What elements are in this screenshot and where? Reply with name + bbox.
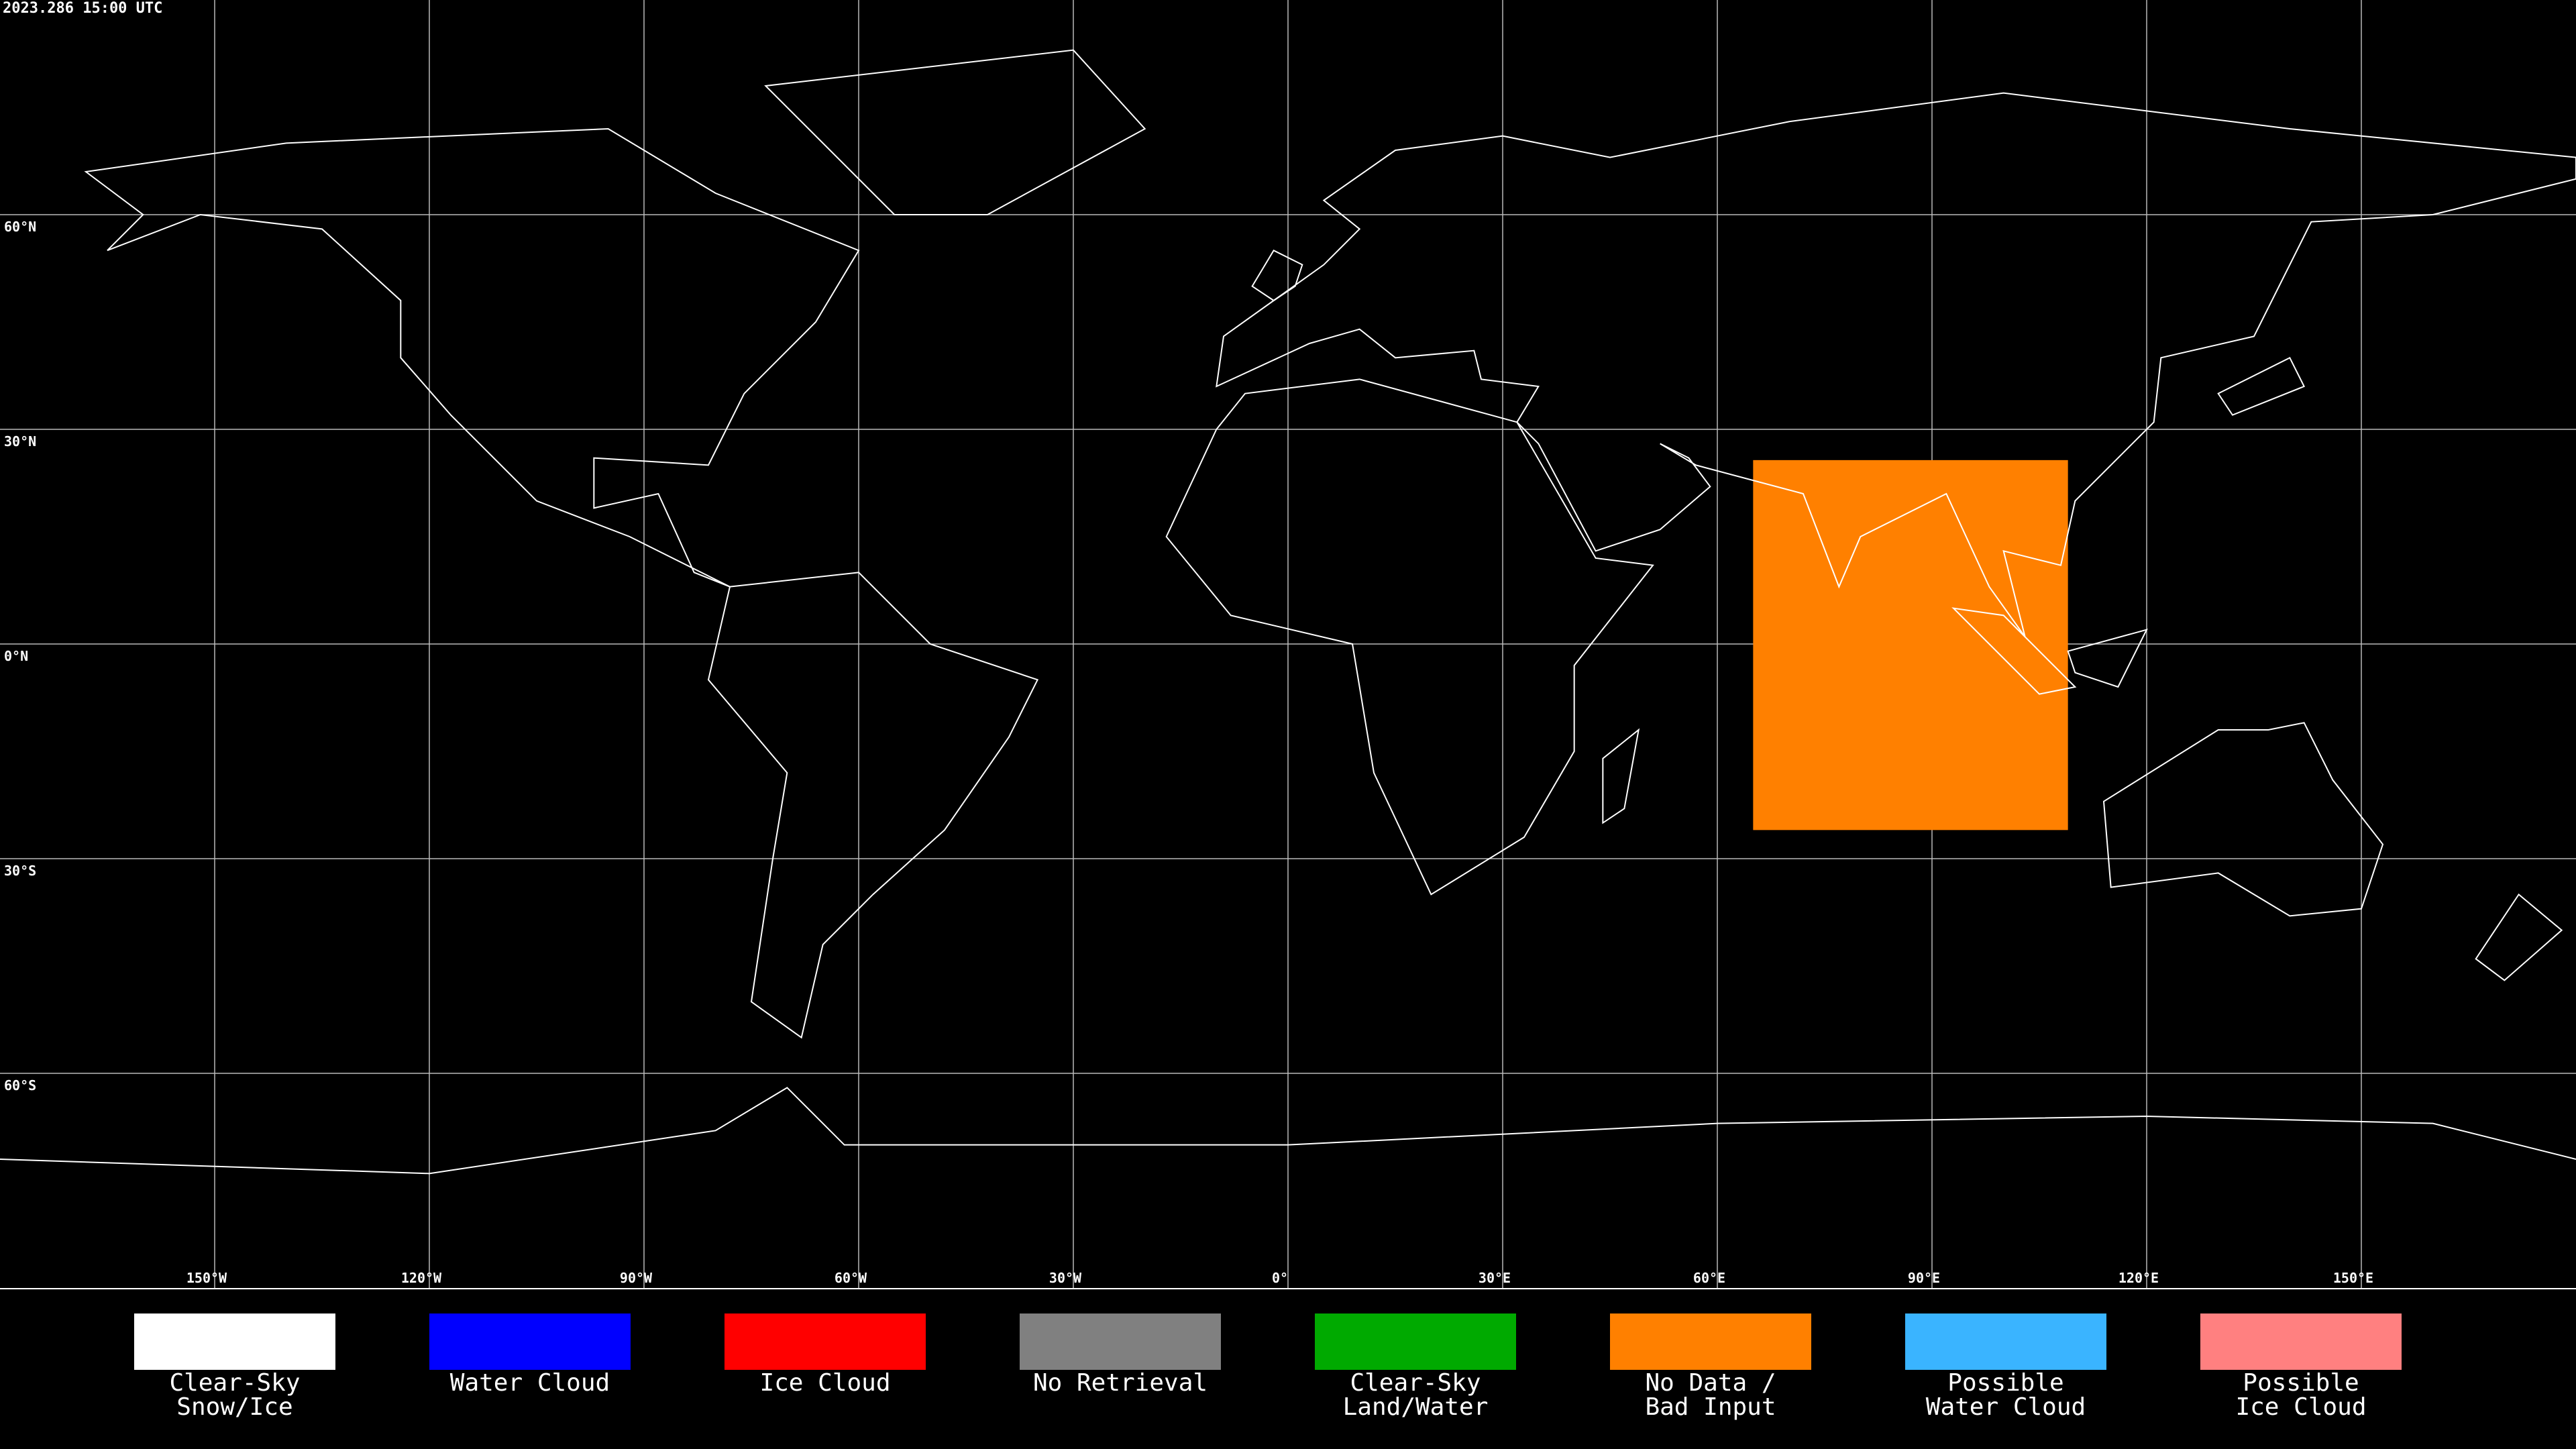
legend-swatch	[1610, 1313, 1811, 1370]
coast	[1167, 379, 1653, 894]
latitude-label: 60°S	[4, 1077, 37, 1093]
coast	[2218, 358, 2304, 415]
legend-label: Clear-Sky Snow/Ice	[87, 1371, 382, 1419]
longitude-label: 150°W	[186, 1270, 227, 1286]
legend-label: Clear-Sky Land/Water	[1268, 1371, 1563, 1419]
longitude-label: 120°E	[2118, 1270, 2159, 1286]
coast	[0, 1087, 2576, 1173]
longitude-label: 60°E	[1693, 1270, 1726, 1286]
separator	[0, 1288, 2576, 1289]
legend-label-line: Ice Cloud	[759, 1369, 891, 1397]
legend-label-line: Possible	[2243, 1369, 2359, 1397]
legend-swatch	[1315, 1313, 1516, 1370]
latitude-label: 30°N	[4, 433, 37, 449]
legend-label: Possible Ice Cloud	[2153, 1371, 2449, 1419]
longitude-label: 30°E	[1478, 1270, 1511, 1286]
longitude-label: 0°	[1271, 1270, 1289, 1286]
legend-label-line: Bad Input	[1645, 1393, 1776, 1421]
coast	[1252, 250, 1303, 301]
coast	[2104, 722, 2383, 916]
legend-swatch	[1020, 1313, 1221, 1370]
longitude-label: 90°W	[619, 1270, 653, 1286]
coast	[86, 129, 859, 587]
legend-label-line: Snow/Ice	[176, 1393, 293, 1421]
coast	[2476, 894, 2562, 980]
legend-label: Water Cloud	[382, 1371, 678, 1395]
legend-swatch	[2200, 1313, 2402, 1370]
timestamp: 2023.286 15:00 UTC	[3, 0, 163, 17]
legend-swatch	[134, 1313, 335, 1370]
legend-label-line: No Retrieval	[1032, 1369, 1208, 1397]
map	[0, 0, 2576, 1288]
longitude-label: 120°W	[400, 1270, 442, 1286]
legend-label: Ice Cloud	[678, 1371, 973, 1395]
latitude-label: 30°S	[4, 863, 37, 879]
coast	[765, 50, 1144, 215]
coast	[1953, 608, 2075, 694]
coast	[1216, 93, 2576, 637]
coast	[708, 572, 1038, 1037]
longitude-label: 90°E	[1907, 1270, 1941, 1286]
legend-label-line: Land/Water	[1342, 1393, 1489, 1421]
legend-label-line: Clear-Sky	[169, 1369, 301, 1397]
legend-label-line: Water Cloud	[449, 1369, 610, 1397]
latitude-label: 0°N	[4, 648, 29, 664]
legend-label-line: Possible	[1947, 1369, 2064, 1397]
legend-swatch	[1905, 1313, 2106, 1370]
legend-label-line: Water Cloud	[1925, 1393, 2086, 1421]
latitude-label: 60°N	[4, 219, 37, 235]
legend-label-line: No Data /	[1645, 1369, 1776, 1397]
graticule	[0, 0, 2576, 1288]
legend-swatch	[724, 1313, 926, 1370]
longitude-label: 60°W	[834, 1270, 867, 1286]
no-data-region	[1753, 460, 2068, 830]
legend-label: Possible Water Cloud	[1858, 1371, 2153, 1419]
legend-label-line: Ice Cloud	[2235, 1393, 2367, 1421]
coastlines	[0, 50, 2576, 1174]
legend-swatch	[429, 1313, 631, 1370]
coast	[2068, 630, 2147, 687]
coast	[1603, 730, 1638, 823]
legend-label: No Data / Bad Input	[1563, 1371, 1858, 1419]
longitude-label: 30°W	[1049, 1270, 1082, 1286]
longitude-label: 150°E	[2332, 1270, 2374, 1286]
legend-label-line: Clear-Sky	[1350, 1369, 1481, 1397]
legend-label: No Retrieval	[973, 1371, 1268, 1395]
